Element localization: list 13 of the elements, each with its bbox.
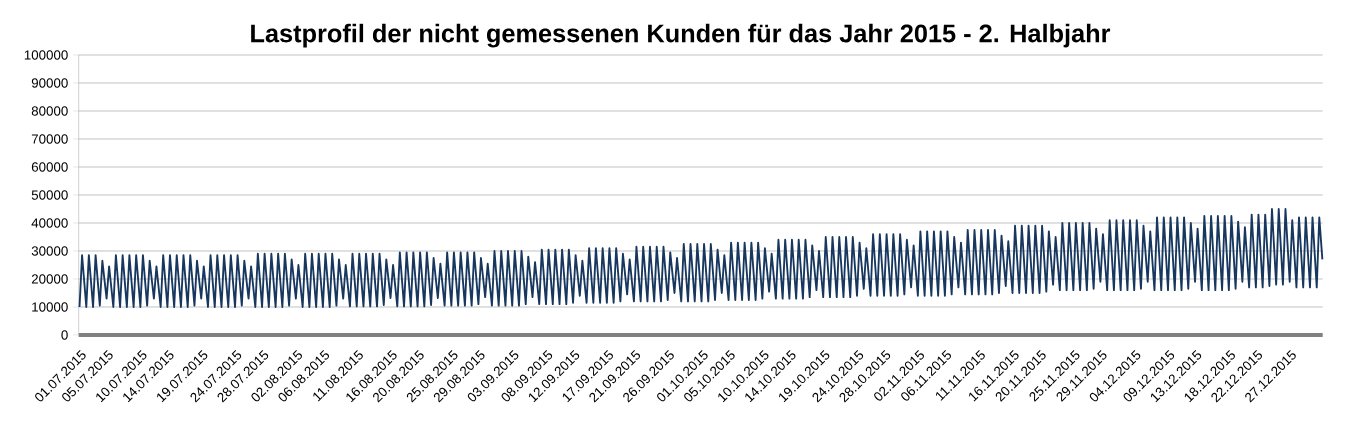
y-tick-label: 50000 xyxy=(31,190,68,200)
y-tick-label: 70000 xyxy=(31,134,68,144)
y-tick-label: 40000 xyxy=(31,218,68,228)
line-series xyxy=(78,208,1324,308)
y-tick-label: 60000 xyxy=(31,162,68,172)
y-tick-label: 10000 xyxy=(32,302,68,312)
chart-title: Lastprofil der nicht gemessenen Kunden für das Jahr 2015 - 2. Halbjahr xyxy=(251,23,1111,48)
y-tick-label: 100000 xyxy=(24,50,68,60)
y-tick-label: 90000 xyxy=(31,78,68,88)
y-tick-label: 30000 xyxy=(31,246,68,256)
y-tick-label: 0 xyxy=(61,330,68,340)
y-tick-label: 20000 xyxy=(31,274,68,284)
y-tick-label: 80000 xyxy=(31,106,68,116)
